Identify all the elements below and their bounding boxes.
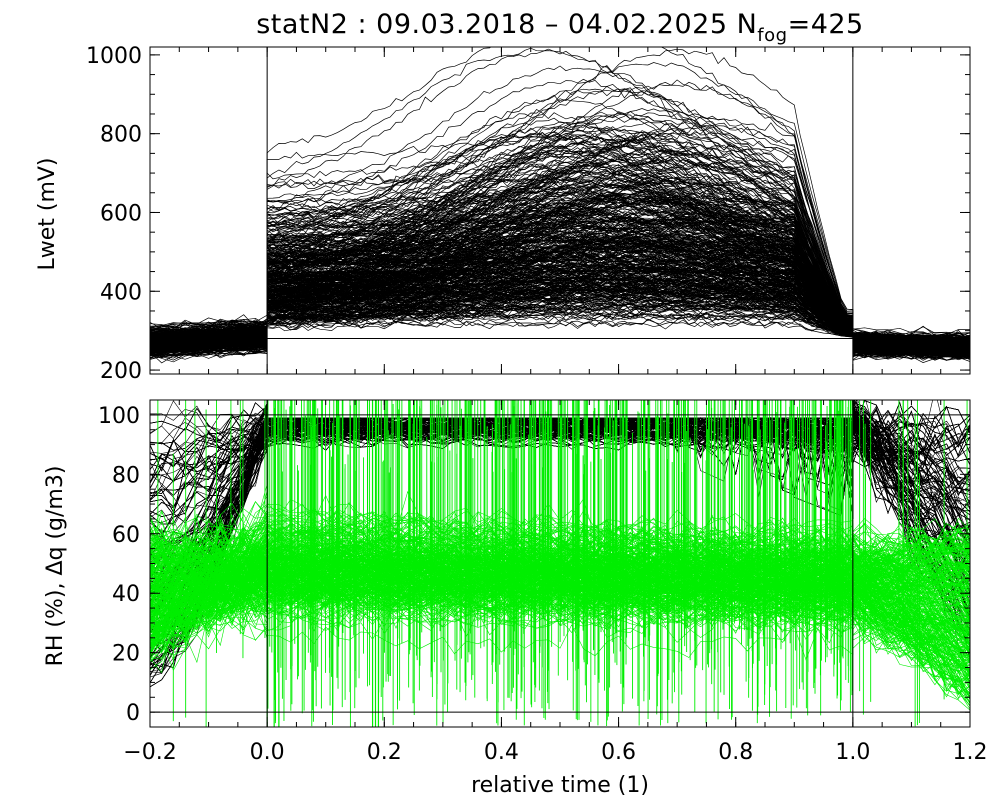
- bottom-x-tick-labels: −0.2 0.0 0.2 0.4 0.6 0.8 1.0 1.2: [123, 740, 987, 765]
- y-tick-label: 600: [100, 201, 142, 226]
- y-tick-label: 0: [126, 701, 140, 726]
- chart-title-suffix: =425: [788, 9, 864, 40]
- lwet-curve: [150, 210, 970, 347]
- lwet-curve: [150, 172, 970, 348]
- lwet-curve: [150, 293, 970, 349]
- lwet-curve: [150, 277, 970, 353]
- lwet-curve: [150, 234, 970, 358]
- x-axis-label: relative time (1): [471, 773, 649, 798]
- x-tick-label: −0.2: [123, 740, 176, 765]
- top-panel: 200 400 600 800 1000 Lwet (mV): [35, 44, 971, 384]
- lwet-curve: [150, 138, 970, 344]
- lwet-curve: [150, 271, 970, 351]
- lwet-curve: [150, 220, 970, 346]
- lwet-curve: [150, 126, 970, 351]
- top-plot-area: [150, 47, 970, 364]
- top-y-tick-labels: 200 400 600 800 1000: [86, 44, 142, 384]
- y-tick-label: 200: [100, 359, 142, 384]
- lwet-curve: [150, 301, 970, 352]
- lwet-curve: [150, 271, 970, 354]
- lwet-curve: [150, 299, 970, 355]
- bottom-panel: 0 20 40 60 80 100 −0.2 0.0 0.2 0.4 0.6 0.8 1.0 1.2 R…: [43, 399, 988, 798]
- lwet-curve: [150, 191, 970, 360]
- bottom-ticks: [149, 400, 971, 727]
- lwet-curve: [150, 144, 970, 351]
- bottom-plot-area: [150, 400, 970, 727]
- lwet-curve: [150, 274, 970, 350]
- x-tick-label: 0.2: [367, 740, 402, 765]
- lwet-curve: [150, 189, 970, 351]
- y-tick-label: 400: [100, 280, 142, 305]
- lwet-curve: [150, 268, 970, 354]
- bottom-ref-lines: [150, 400, 970, 727]
- lwet-curve: [150, 197, 970, 350]
- lwet-curve: [150, 215, 970, 351]
- chart-title: statN2 : 09.03.2018 – 04.02.2025 Nfog=42…: [256, 9, 864, 46]
- y-tick-label: 80: [112, 463, 140, 488]
- x-tick-label: 0.8: [718, 740, 753, 765]
- lwet-curve: [150, 47, 970, 348]
- lwet-curve: [150, 124, 970, 352]
- lwet-curve: [150, 310, 970, 357]
- lwet-curve: [150, 124, 970, 354]
- y-tick-label: 800: [100, 123, 142, 148]
- lwet-curve: [150, 314, 970, 351]
- chart-title-text: statN2 : 09.03.2018 – 04.02.2025 N: [256, 9, 757, 40]
- lwet-curve: [150, 221, 970, 353]
- bottom-y-tick-labels: 0 20 40 60 80 100: [98, 404, 140, 726]
- bottom-y-axis-label: RH (%), Δq (g/m3): [43, 466, 68, 667]
- lwet-curve: [150, 254, 970, 351]
- lwet-curve: [150, 262, 970, 348]
- lwet-curve: [150, 294, 970, 348]
- lwet-curve: [150, 62, 970, 352]
- lwet-curve: [150, 48, 970, 359]
- lwet-curve: [150, 241, 970, 363]
- chart-title-subscript: fog: [757, 25, 787, 46]
- x-tick-label: 0.0: [250, 740, 285, 765]
- lwet-curve: [150, 225, 970, 346]
- lwet-curve: [150, 153, 970, 349]
- y-tick-label: 40: [112, 582, 140, 607]
- lwet-curve: [150, 137, 970, 359]
- lwet-curve: [150, 306, 970, 345]
- lwet-curve: [150, 183, 970, 345]
- lwet-curve: [150, 124, 970, 349]
- lwet-curve: [150, 232, 970, 355]
- lwet-curve: [150, 144, 970, 347]
- lwet-curve: [150, 285, 970, 359]
- top-y-axis-label: Lwet (mV): [35, 157, 60, 270]
- lwet-curve: [150, 108, 970, 349]
- lwet-curve: [150, 141, 970, 354]
- lwet-curve: [150, 199, 970, 352]
- lwet-curve: [150, 311, 970, 354]
- y-tick-label: 20: [112, 642, 140, 667]
- lwet-curve: [150, 111, 970, 352]
- x-tick-label: 0.6: [601, 740, 636, 765]
- y-tick-label: 100: [98, 404, 140, 429]
- lwet-curve: [150, 234, 970, 360]
- lwet-curve: [150, 287, 970, 359]
- x-tick-label: 1.2: [953, 740, 988, 765]
- top-ticks: [149, 47, 971, 374]
- y-tick-label: 1000: [86, 44, 142, 69]
- lwet-curve: [150, 204, 970, 357]
- top-vlines: [266, 47, 854, 374]
- lwet-curve: [150, 278, 970, 355]
- y-tick-label: 60: [112, 523, 140, 548]
- lwet-curve: [150, 255, 970, 350]
- lwet-curve: [150, 78, 970, 353]
- lwet-curve: [150, 134, 970, 342]
- x-tick-label: 0.4: [484, 740, 519, 765]
- x-tick-label: 1.0: [835, 740, 870, 765]
- lwet-curve: [150, 266, 970, 359]
